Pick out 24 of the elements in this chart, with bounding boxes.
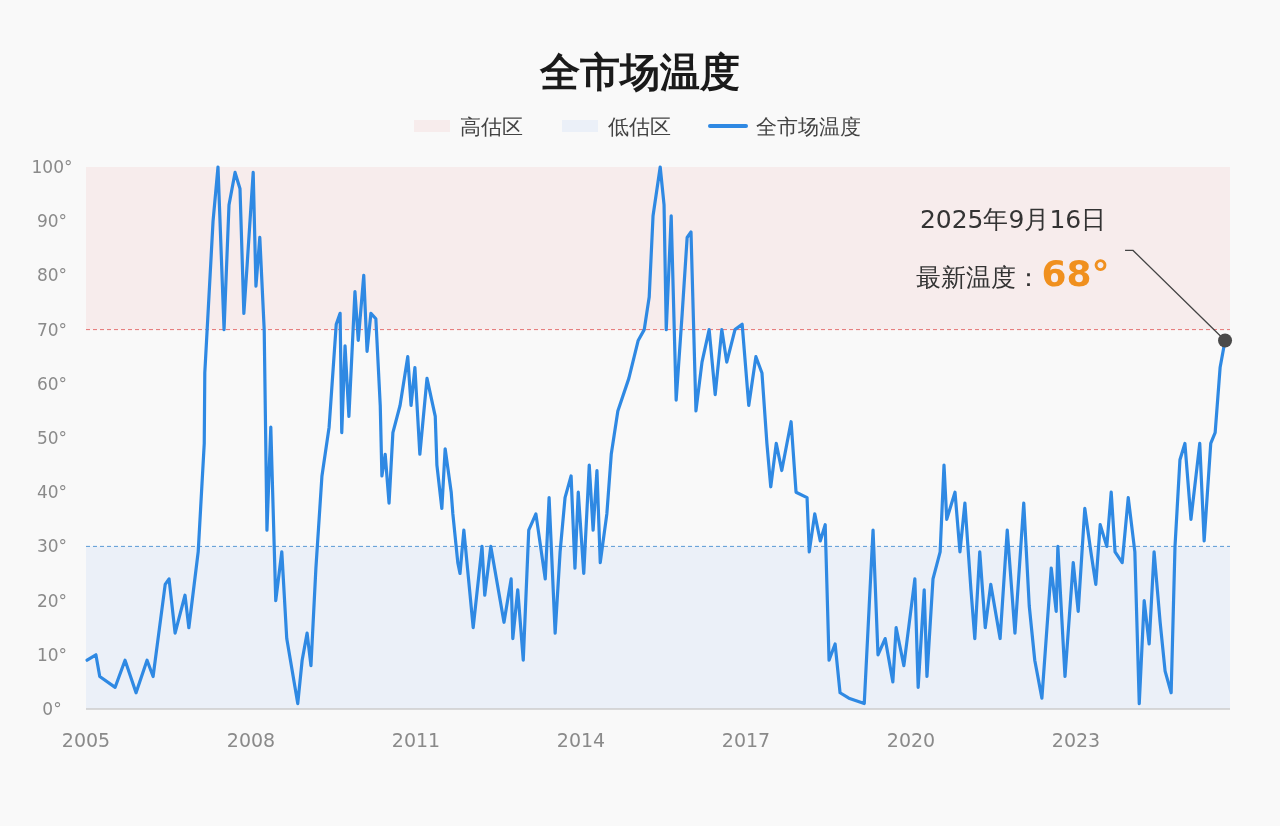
- y-tick-label: 0°: [42, 699, 62, 719]
- legend-label: 高估区: [460, 115, 523, 139]
- y-tick-label: 20°: [36, 590, 68, 611]
- y-tick-label: 80°: [36, 265, 68, 286]
- legend-label: 全市场温度: [756, 115, 861, 139]
- y-tick-label: 90°: [36, 211, 68, 232]
- annotation: 2025年9月16日: [919, 205, 1107, 235]
- x-tick-label: 2008: [226, 729, 276, 751]
- legend-label: 低估区: [608, 115, 671, 139]
- y-tick-label: 100°: [31, 157, 73, 177]
- chart-title: 全市场温度: [539, 49, 740, 95]
- annotation: 最新温度：68°: [916, 253, 1110, 295]
- y-tick-label: 10°: [36, 644, 68, 665]
- y-tick-label: 30°: [36, 536, 68, 557]
- x-tick-label: 2014: [556, 729, 606, 751]
- x-tick-label: 2011: [391, 729, 441, 751]
- x-tick-label: 2020: [886, 729, 936, 751]
- y-tick-label: 60°: [36, 373, 68, 394]
- x-tick-label: 2017: [721, 729, 771, 751]
- x-tick-label: 2005: [61, 729, 111, 751]
- y-tick-label: 70°: [36, 319, 68, 340]
- y-tick-label: 40°: [36, 482, 68, 503]
- x-tick-label: 2023: [1051, 729, 1101, 751]
- y-tick-label: 50°: [36, 428, 68, 448]
